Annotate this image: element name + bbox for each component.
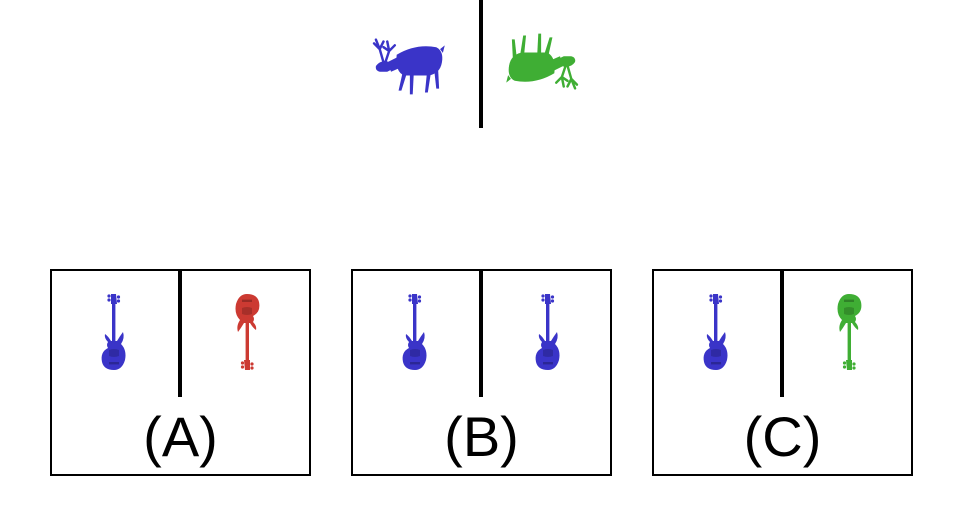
bass-guitar-icon	[702, 292, 730, 372]
deer-icon	[369, 34, 447, 100]
bass-guitar-icon	[835, 292, 863, 372]
option-a[interactable]: (A)	[50, 269, 311, 476]
option-c[interactable]: (C)	[652, 269, 913, 476]
deer-icon	[504, 28, 582, 94]
option-c-divider	[780, 271, 784, 397]
option-b-divider	[479, 271, 483, 397]
option-a-label: (A)	[143, 405, 218, 468]
bass-guitar-icon	[534, 292, 562, 372]
question-pair	[0, 0, 963, 130]
option-b[interactable]: (B)	[351, 269, 612, 476]
bass-guitar-icon	[401, 292, 429, 372]
bass-guitar-icon	[100, 292, 128, 372]
option-c-label: (C)	[743, 405, 822, 468]
option-a-divider	[178, 271, 182, 397]
bass-guitar-icon	[233, 292, 261, 372]
question-divider	[479, 0, 483, 128]
option-b-label: (B)	[444, 405, 519, 468]
